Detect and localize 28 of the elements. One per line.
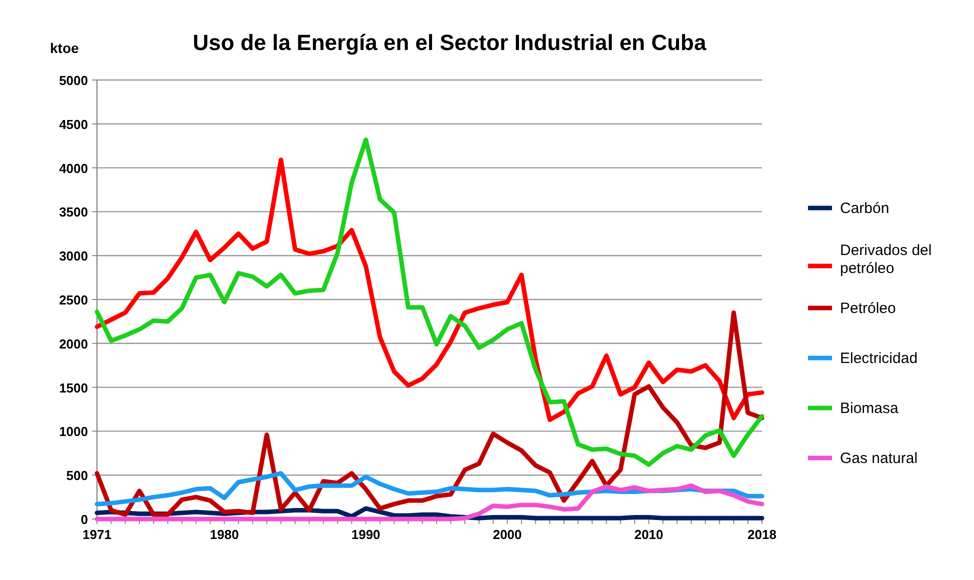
y-tick-label: 4500 [59, 116, 88, 132]
legend-label: Petróleo [840, 300, 896, 317]
line-series [94, 137, 764, 467]
x-tick-label: 2018 [748, 527, 776, 542]
legend-label: Biomasa [840, 400, 900, 417]
legend-label: Carbón [840, 200, 890, 217]
x-tick-label: 1971 [82, 527, 112, 542]
y-tick-label: 5000 [59, 73, 88, 88]
x-tick-label: 1990 [351, 527, 380, 542]
y-axis-title: ktoe [50, 40, 79, 56]
y-tick-label: 1000 [59, 424, 88, 440]
x-tick-label: 1980 [210, 527, 239, 542]
y-tick-label: 3000 [59, 248, 88, 264]
y-tick-label: 1500 [59, 380, 88, 396]
legend-label: Derivados del petróleo [840, 242, 932, 277]
legend-label: Gas natural [840, 450, 918, 467]
x-tick-label: 2010 [634, 527, 664, 542]
chart-title: Uso de la Energía en el Sector Industrial en Cuba [192, 30, 707, 55]
y-tick-label: 500 [66, 468, 88, 484]
x-tick-label: 2000 [492, 527, 522, 542]
line-series [94, 158, 764, 422]
legend-label: Electricidad [840, 350, 918, 367]
line-series [94, 310, 764, 517]
y-tick-label: 2000 [59, 336, 88, 352]
y-tick-label: 3500 [59, 204, 88, 220]
y-tick-label: 2500 [59, 292, 88, 308]
y-tick-label: 0 [80, 512, 88, 527]
y-tick-label: 4000 [59, 160, 88, 176]
